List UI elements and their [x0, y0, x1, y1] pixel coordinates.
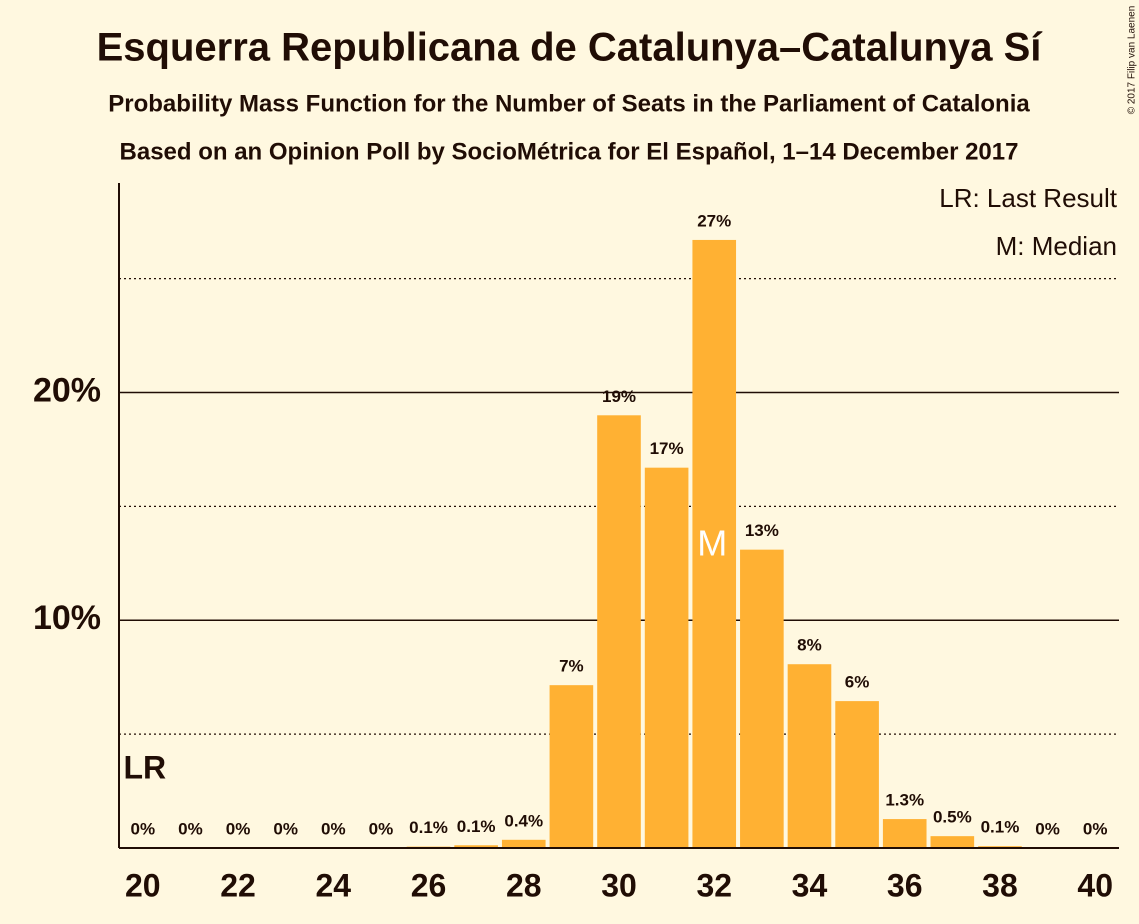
- bar: [549, 685, 594, 848]
- value-label: 0%: [1035, 819, 1060, 838]
- value-label: 0%: [369, 819, 394, 838]
- value-label: 0%: [1083, 819, 1108, 838]
- x-tick-label: 28: [506, 867, 542, 903]
- x-tick-label: 32: [696, 867, 732, 903]
- bar: [454, 845, 498, 848]
- value-label: 0%: [321, 819, 346, 838]
- x-tick-label: 22: [220, 867, 256, 903]
- bar: [740, 549, 784, 848]
- y-tick-label: 10%: [33, 599, 101, 637]
- value-label: 0.5%: [933, 808, 972, 827]
- chart-subtitle: Based on an Opinion Poll by SocioMétrica…: [120, 138, 1019, 165]
- x-tick-label: 26: [411, 867, 447, 903]
- x-tick-label: 38: [982, 867, 1018, 903]
- x-tick-label: 36: [887, 867, 923, 903]
- x-tick-label: 40: [1077, 867, 1113, 903]
- annotation: LR: [123, 749, 166, 785]
- value-label: 0%: [226, 819, 251, 838]
- bar: [787, 664, 832, 848]
- value-label: 13%: [745, 521, 779, 540]
- chart-subtitle: Probability Mass Function for the Number…: [108, 90, 1030, 117]
- bar: [835, 701, 879, 848]
- legend-entry: M: Median: [996, 231, 1117, 261]
- x-tick-label: 30: [601, 867, 637, 903]
- bar: [644, 467, 689, 848]
- value-label: 0%: [178, 819, 203, 838]
- value-label: 0.1%: [409, 818, 448, 837]
- x-tick-label: 24: [315, 867, 351, 903]
- bar: [692, 239, 737, 848]
- copyright: © 2017 Filip van Laenen: [1127, 6, 1138, 115]
- chart-title: Esquerra Republicana de Catalunya–Catalu…: [97, 26, 1044, 70]
- bar: [882, 819, 927, 848]
- legend-entry: LR: Last Result: [939, 183, 1118, 213]
- value-label: 6%: [845, 673, 870, 692]
- value-label: 8%: [797, 636, 822, 655]
- x-tick-label: 20: [125, 867, 161, 903]
- x-tick-label: 34: [792, 867, 828, 903]
- value-label: 0.1%: [981, 818, 1020, 837]
- annotation: M: [697, 523, 727, 564]
- value-label: 7%: [559, 657, 584, 676]
- value-label: 1.3%: [885, 791, 924, 810]
- value-label: 0.1%: [457, 817, 496, 836]
- value-label: 0.4%: [504, 811, 543, 830]
- bar: [501, 839, 546, 848]
- value-label: 0%: [131, 819, 156, 838]
- value-label: 19%: [602, 387, 636, 406]
- value-label: 17%: [650, 439, 684, 458]
- bar: [930, 836, 975, 848]
- y-tick-label: 20%: [33, 372, 101, 410]
- value-label: 0%: [273, 819, 298, 838]
- value-label: 27%: [697, 211, 731, 230]
- bar: [597, 415, 641, 848]
